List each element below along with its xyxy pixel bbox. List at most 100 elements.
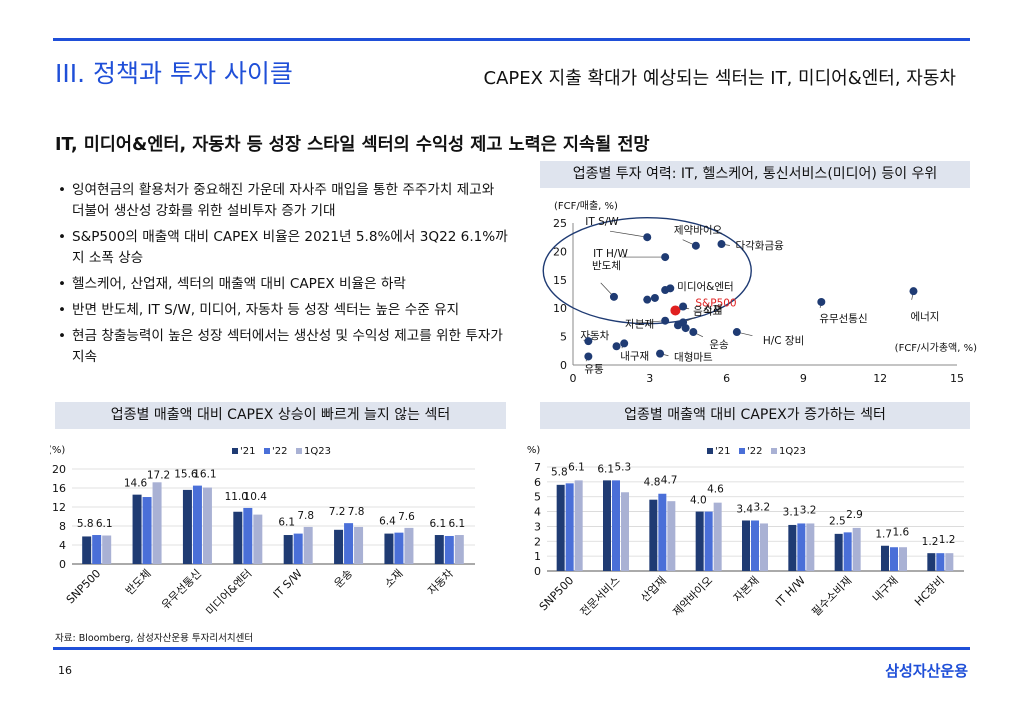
bullet-item: 현금 창출능력이 높은 성장 섹터에서는 생산성 및 수익성 제고를 위한 투자… bbox=[58, 326, 508, 368]
y-tick-label: 5 bbox=[560, 331, 567, 344]
bar bbox=[881, 545, 889, 571]
bar-chart-1: (%)048121620'21'221Q235.86.1SNP50014.617… bbox=[50, 445, 475, 618]
data-label: 7.6 bbox=[398, 511, 415, 523]
x-tick-label: SNP500 bbox=[64, 567, 103, 606]
bar bbox=[797, 523, 806, 571]
bar bbox=[92, 535, 102, 564]
bar bbox=[434, 535, 444, 564]
data-label: 2.9 bbox=[846, 509, 863, 521]
data-label: 5.3 bbox=[614, 461, 631, 473]
data-label: 7.2 bbox=[329, 506, 346, 518]
x-tick-label: 반도체 bbox=[123, 567, 154, 598]
page-number: 16 bbox=[58, 664, 72, 677]
point-label: 음식료 bbox=[693, 305, 722, 317]
bar bbox=[182, 489, 192, 564]
bar bbox=[742, 520, 750, 571]
bar bbox=[658, 493, 667, 571]
point-label: 유통 bbox=[584, 363, 604, 375]
bar bbox=[574, 480, 583, 571]
point-label: 제약바이오 bbox=[674, 225, 723, 237]
scatter-point bbox=[717, 240, 726, 249]
bullet-item: 잉여현금의 활용처가 중요해진 가운데 자사주 매입을 통한 주주가치 제고와 … bbox=[58, 180, 508, 222]
y-tick-label: 2 bbox=[534, 535, 541, 548]
bar bbox=[384, 533, 394, 564]
y-tick-label: 20 bbox=[553, 245, 567, 258]
x-tick-label: 제약바이오 bbox=[670, 573, 716, 619]
scatter-point bbox=[909, 287, 918, 296]
scatter-point bbox=[681, 324, 690, 333]
data-label: 3.1 bbox=[783, 506, 800, 518]
bar-chart-1-title: 업종별 매출액 대비 CAPEX 상승이 빠르게 늘지 않는 섹터 bbox=[55, 402, 506, 429]
y-tick-label: 0 bbox=[534, 565, 541, 578]
data-label: 3.4 bbox=[736, 503, 753, 515]
scatter-point bbox=[584, 337, 593, 346]
legend-swatch bbox=[771, 448, 777, 454]
brand-logo-text: 삼성자산운용 bbox=[885, 662, 968, 680]
section-subtitle: CAPEX 지출 확대가 예상되는 섹터는 IT, 미디어&엔터, 자동차 bbox=[483, 68, 956, 89]
data-label: 1.7 bbox=[875, 529, 892, 541]
bar bbox=[936, 553, 945, 571]
legend-label: 1Q23 bbox=[779, 446, 806, 457]
y-tick-label: 0 bbox=[59, 558, 66, 571]
leader-line bbox=[609, 230, 648, 238]
bar bbox=[394, 532, 404, 564]
bar bbox=[788, 524, 797, 571]
data-label: 6.1 bbox=[278, 517, 295, 529]
bar bbox=[102, 535, 112, 564]
scatter-point bbox=[643, 233, 652, 242]
x-tick-label: 6 bbox=[723, 372, 730, 385]
point-label: 소재 bbox=[703, 303, 722, 315]
legend-label: '22 bbox=[272, 446, 287, 457]
data-label: 1.6 bbox=[892, 527, 909, 539]
scatter-point-sp500 bbox=[670, 305, 681, 316]
bar bbox=[890, 547, 898, 571]
y-tick-label: 15 bbox=[553, 274, 567, 287]
y-axis-title: (%) bbox=[50, 445, 65, 456]
y-tick-label: 6 bbox=[534, 476, 541, 489]
x-tick-label: 자본재 bbox=[731, 574, 762, 605]
bar bbox=[233, 511, 243, 564]
x-tick-label: 전문서비스 bbox=[578, 574, 623, 619]
scatter-point bbox=[666, 284, 675, 293]
data-label: 4.7 bbox=[661, 475, 678, 487]
bullet-item: 헬스케어, 산업재, 섹터의 매출액 대비 CAPEX 비율은 하락 bbox=[58, 274, 508, 295]
x-tick-label: 0 bbox=[570, 372, 577, 385]
legend-swatch bbox=[739, 448, 745, 454]
x-tick-label: SNP500 bbox=[537, 574, 576, 613]
y-tick-label: 16 bbox=[52, 482, 66, 495]
bar bbox=[621, 492, 629, 571]
point-label: 에너지 bbox=[910, 311, 939, 323]
data-label: 6.1 bbox=[429, 518, 446, 530]
source-note: 자료: Bloomberg, 삼성자산운용 투자리서치센터 bbox=[55, 633, 254, 644]
data-label: 4.0 bbox=[690, 495, 707, 507]
data-label: 4.6 bbox=[707, 484, 724, 496]
bar bbox=[852, 527, 861, 571]
point-label: S&P500 bbox=[695, 297, 736, 309]
point-label: IT H/W bbox=[593, 248, 628, 260]
bar bbox=[704, 511, 713, 571]
bar bbox=[565, 483, 574, 571]
y-tick-label: 12 bbox=[52, 501, 66, 514]
scatter-point bbox=[732, 328, 741, 337]
legend-swatch bbox=[232, 448, 238, 454]
data-label: 1.2 bbox=[939, 534, 956, 546]
data-label: 2.5 bbox=[829, 515, 846, 527]
data-label: 3.2 bbox=[753, 501, 770, 513]
data-label: 5.8 bbox=[551, 466, 568, 478]
bullet-item: 반면 반도체, IT S/W, 미디어, 자동차 등 성장 섹터는 높은 수준 … bbox=[58, 300, 508, 321]
bar bbox=[945, 553, 954, 571]
legend-swatch bbox=[296, 448, 302, 454]
bar bbox=[695, 511, 704, 571]
bar-chart-2: (%)01234567'21'221Q235.86.1SNP5006.15.3전… bbox=[527, 445, 964, 619]
bar bbox=[667, 501, 676, 571]
x-axis-title: (FCF/시가총액, %) bbox=[895, 342, 977, 354]
bar bbox=[404, 527, 414, 564]
bar bbox=[253, 514, 263, 564]
y-tick-label: 1 bbox=[534, 550, 541, 563]
x-tick-label: 운송 bbox=[332, 567, 356, 591]
data-label: 4.8 bbox=[644, 477, 661, 489]
point-label: 대형마트 bbox=[674, 352, 713, 364]
bar bbox=[293, 533, 303, 564]
y-tick-label: 10 bbox=[553, 302, 567, 315]
legend-label: '22 bbox=[747, 446, 762, 457]
